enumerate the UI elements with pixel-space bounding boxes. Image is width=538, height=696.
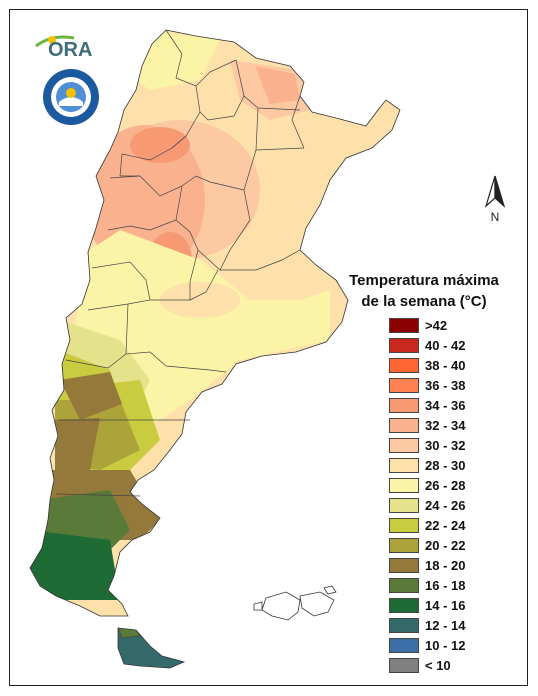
legend-swatch bbox=[389, 437, 419, 453]
legend-label: < 10 bbox=[425, 657, 451, 673]
legend-label: 40 - 42 bbox=[425, 337, 466, 353]
legend-label: 20 - 22 bbox=[425, 537, 466, 553]
legend-label: 22 - 24 bbox=[425, 517, 466, 533]
legend-label: 24 - 26 bbox=[425, 497, 466, 513]
legend-swatch bbox=[389, 537, 419, 553]
legend-item: 14 - 16 bbox=[389, 595, 465, 615]
legend-item: 16 - 18 bbox=[389, 575, 465, 595]
legend-swatch bbox=[389, 557, 419, 573]
legend-title-line-2: de la semana (°C) bbox=[361, 293, 487, 310]
province-boundaries bbox=[55, 29, 305, 497]
legend-swatch bbox=[389, 657, 419, 673]
legend-swatch bbox=[389, 597, 419, 613]
legend-label: 28 - 30 bbox=[425, 457, 466, 473]
legend-swatch bbox=[389, 457, 419, 473]
legend-swatch bbox=[389, 517, 419, 533]
tierra-del-fuego bbox=[117, 627, 186, 669]
legend-label: 12 - 14 bbox=[425, 617, 466, 633]
legend-swatch bbox=[389, 317, 419, 333]
legend-item: 36 - 38 bbox=[389, 375, 465, 395]
legend-label: 30 - 32 bbox=[425, 437, 466, 453]
legend-item: >42 bbox=[389, 315, 447, 335]
legend-item: 32 - 34 bbox=[389, 415, 465, 435]
legend-item: 20 - 22 bbox=[389, 535, 465, 555]
legend-label: 16 - 18 bbox=[425, 577, 466, 593]
legend-item: 22 - 24 bbox=[389, 515, 465, 535]
legend-swatch bbox=[389, 397, 419, 413]
north-arrow: N bbox=[480, 174, 510, 232]
legend-swatch bbox=[389, 357, 419, 373]
legend-item: < 10 bbox=[389, 655, 451, 675]
legend-label: 18 - 20 bbox=[425, 557, 466, 573]
legend-swatch bbox=[389, 377, 419, 393]
legend-item: 12 - 14 bbox=[389, 615, 465, 635]
legend-label: 32 - 34 bbox=[425, 417, 466, 433]
svg-text:ORA: ORA bbox=[48, 39, 92, 58]
legend-item: 34 - 36 bbox=[389, 395, 465, 415]
legend-item: 24 - 26 bbox=[389, 495, 465, 515]
legend-swatch bbox=[389, 337, 419, 353]
legend-label: 14 - 16 bbox=[425, 597, 466, 613]
legend-swatch bbox=[389, 637, 419, 653]
legend-label: >42 bbox=[425, 317, 448, 333]
legend-title: Temperatura máxima de la semana (°C) bbox=[332, 270, 516, 312]
north-arrow-label: N bbox=[490, 210, 500, 224]
ora-logo: ORA bbox=[34, 30, 106, 61]
legend-swatch bbox=[389, 417, 419, 433]
legend-label: 10 - 12 bbox=[425, 637, 466, 653]
legend-swatch bbox=[389, 477, 419, 493]
legend-label: 26 - 28 bbox=[425, 477, 466, 493]
legend-swatch bbox=[389, 617, 419, 633]
north-arrow-icon bbox=[484, 175, 506, 208]
legend-item: 28 - 30 bbox=[389, 455, 465, 475]
legend-item: 40 - 42 bbox=[389, 335, 465, 355]
legend-title-line-1: Temperatura máxima bbox=[349, 272, 499, 289]
legend-swatch bbox=[389, 577, 419, 593]
legend-item: 10 - 12 bbox=[389, 635, 465, 655]
legend-label: 34 - 36 bbox=[425, 397, 466, 413]
legend-item: 30 - 32 bbox=[389, 435, 465, 455]
legend-item: 18 - 20 bbox=[389, 555, 465, 575]
legend-item: 38 - 40 bbox=[389, 355, 465, 375]
legend-label: 38 - 40 bbox=[425, 357, 466, 373]
legend-swatch bbox=[389, 497, 419, 513]
legend-label: 36 - 38 bbox=[425, 377, 466, 393]
legend-item: 26 - 28 bbox=[389, 475, 465, 495]
meteorological-service-seal bbox=[42, 68, 100, 126]
malvinas-islands bbox=[253, 585, 337, 621]
